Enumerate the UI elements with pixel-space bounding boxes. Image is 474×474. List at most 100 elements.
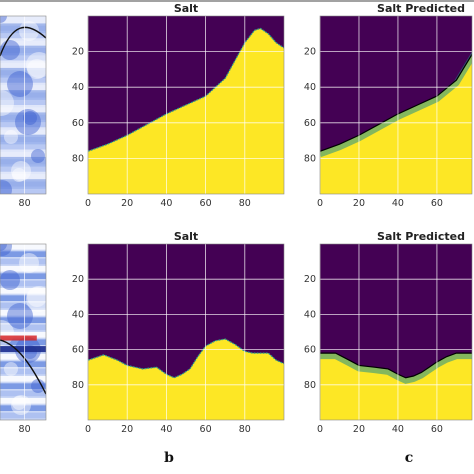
- seismic-blob: [0, 90, 14, 116]
- x-tick-label: 80: [19, 424, 31, 435]
- seismic-blob: [0, 244, 12, 256]
- seismic-band: [0, 273, 46, 279]
- y-tick-label: 80: [72, 380, 84, 391]
- y-tick-label: 40: [72, 309, 84, 320]
- seismic-band: [0, 179, 46, 189]
- y-tick-label: 20: [304, 47, 316, 58]
- x-tick-label: 40: [392, 424, 404, 435]
- x-tick-label: 60: [200, 198, 212, 209]
- seismic-band: [0, 75, 46, 86]
- seismic-band: [0, 90, 46, 100]
- panel-label-b: b: [164, 450, 174, 466]
- seismic-blob: [11, 161, 31, 181]
- seismic-blob: [27, 59, 46, 79]
- seismic-band: [0, 302, 46, 309]
- seismic-band: [0, 45, 46, 56]
- panel-frame: [319, 243, 473, 421]
- panel-body: [320, 244, 472, 420]
- seismic-blob: [19, 21, 39, 41]
- seismic-band: [0, 53, 46, 63]
- seismic-band: [0, 16, 46, 26]
- x-tick-label: 40: [160, 424, 172, 435]
- x-tick-label: 20: [353, 424, 365, 435]
- y-tick-label: 60: [304, 345, 316, 356]
- panel-frame: [87, 15, 285, 195]
- seismic-blob: [23, 111, 37, 125]
- seismic-band: [0, 112, 46, 123]
- x-tick-label: 40: [392, 198, 404, 209]
- panel-title: Salt: [174, 230, 198, 243]
- panel-body: [88, 244, 284, 420]
- seismic-band: [0, 142, 46, 152]
- y-tick-label: 40: [72, 82, 84, 93]
- seismic-blob: [12, 168, 26, 182]
- seismic-band: [0, 339, 46, 345]
- seismic-blob: [31, 379, 45, 393]
- seismic-band: [0, 97, 46, 108]
- panel-title: Salt Predicted: [377, 230, 465, 243]
- seismic-band: [0, 266, 46, 272]
- panel-4: 80: [0, 243, 47, 435]
- seismic-band: [0, 390, 46, 397]
- mask-edge: [88, 338, 284, 379]
- salt-region: [320, 54, 472, 194]
- y-tick-label: 40: [304, 309, 316, 320]
- x-tick-label: 0: [317, 198, 323, 209]
- y-tick-label: 80: [72, 153, 84, 164]
- y-tick-label: 60: [304, 118, 316, 129]
- seismic-blob: [0, 16, 7, 23]
- seismic-band: [0, 324, 46, 331]
- x-tick-label: 80: [239, 424, 251, 435]
- seismic-blob: [19, 253, 39, 273]
- seismic-blob: [4, 362, 18, 376]
- panel-frame: [0, 15, 47, 195]
- salt-region: [88, 28, 284, 194]
- panel-label-c: c: [405, 450, 414, 466]
- panel-frame: [319, 15, 473, 195]
- seismic-band: [0, 134, 46, 145]
- seismic-band: [0, 280, 46, 287]
- panel-frame: [0, 243, 47, 421]
- seismic-band: [0, 251, 46, 257]
- seismic-band: [0, 119, 46, 130]
- overlay-boundary-line: [0, 339, 46, 395]
- x-tick-label: 60: [431, 424, 443, 435]
- seismic-band: [0, 383, 46, 389]
- seismic-band: [0, 412, 46, 419]
- seismic-band: [0, 405, 46, 411]
- seismic-blob: [26, 286, 46, 312]
- seismic-band: [0, 288, 46, 294]
- x-tick-label: 0: [317, 424, 323, 435]
- seismic-blob: [27, 287, 46, 307]
- panel-body: [0, 244, 46, 420]
- x-tick-label: 60: [200, 424, 212, 435]
- seismic-blob: [12, 396, 26, 410]
- panel-3: Salt Predicted 0 20 40 60 20 40 60 80: [304, 2, 473, 209]
- seismic-band: [0, 244, 46, 250]
- seismic-band: [0, 171, 46, 182]
- x-tick-label: 20: [353, 198, 365, 209]
- panels-group: 80 Salt 0 20 40 60 80 20 40 60 80 Salt Predicted 0 20…: [0, 2, 473, 435]
- overlay-boundary-line: [0, 26, 46, 57]
- seismic-band: [0, 67, 46, 78]
- x-tick-label: 40: [160, 198, 172, 209]
- seismic-blob: [26, 52, 46, 78]
- x-tick-label: 20: [121, 198, 133, 209]
- seismic-band: [0, 149, 46, 160]
- seismic-dark-reflector: [0, 346, 46, 353]
- panel-1: 80: [0, 15, 47, 209]
- y-tick-label: 40: [304, 82, 316, 93]
- y-tick-label: 80: [304, 380, 316, 391]
- seismic-blob: [4, 130, 18, 144]
- panel-frame: [87, 243, 285, 421]
- seismic-blob: [0, 180, 12, 194]
- seismic-band: [0, 332, 46, 338]
- seismic-blob: [11, 395, 31, 415]
- seismic-band: [0, 361, 46, 367]
- panel-body: [320, 16, 472, 194]
- seismic-band: [0, 398, 46, 404]
- seismic-band: [0, 376, 46, 382]
- seismic-band: [0, 30, 46, 41]
- seismic-blob: [15, 109, 41, 135]
